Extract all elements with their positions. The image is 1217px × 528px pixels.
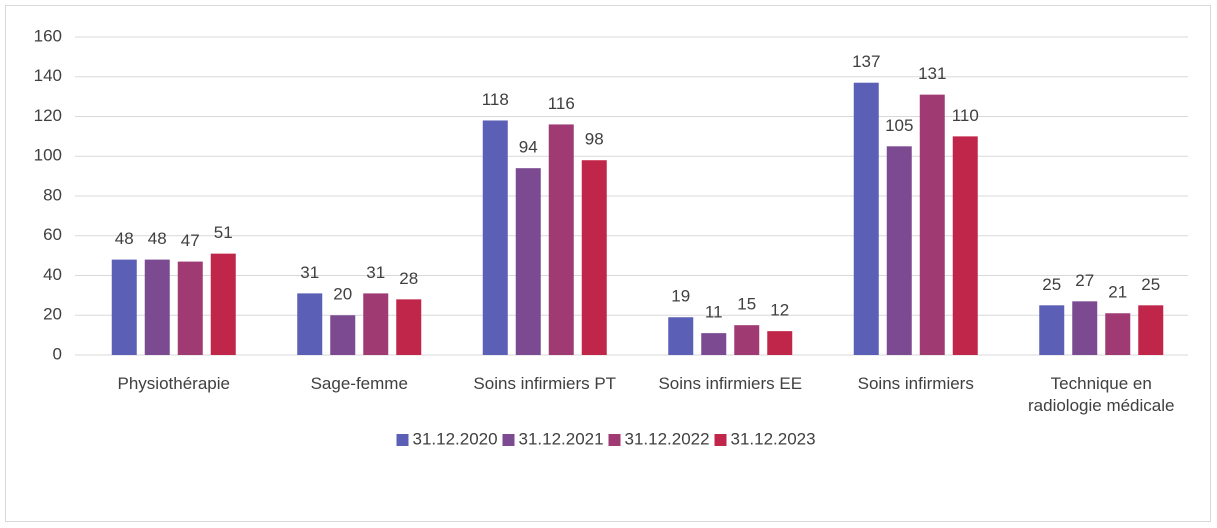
bar bbox=[853, 82, 879, 356]
legend-label: 31.12.2020 bbox=[413, 429, 498, 448]
y-tick-label: 80 bbox=[43, 185, 62, 204]
data-label: 31 bbox=[366, 263, 385, 282]
bar bbox=[1138, 305, 1164, 355]
data-label: 47 bbox=[181, 231, 200, 250]
data-label: 98 bbox=[585, 130, 604, 149]
data-label: 118 bbox=[482, 90, 509, 109]
bar bbox=[515, 168, 541, 355]
data-label: 20 bbox=[333, 285, 352, 304]
data-label: 131 bbox=[918, 64, 946, 83]
legend-label: 31.12.2022 bbox=[625, 429, 710, 448]
data-label: 105 bbox=[885, 116, 913, 135]
data-label: 31 bbox=[300, 263, 319, 282]
bar bbox=[581, 160, 607, 355]
data-label: 11 bbox=[705, 303, 723, 322]
y-tick-label: 40 bbox=[43, 265, 62, 284]
bar bbox=[668, 317, 694, 355]
x-tick-label: Soins infirmiers EE bbox=[658, 374, 803, 393]
legend-swatch bbox=[396, 434, 409, 446]
data-label: 137 bbox=[852, 52, 880, 71]
data-label: 94 bbox=[519, 138, 538, 157]
y-tick-label: 120 bbox=[34, 106, 62, 125]
data-label: 27 bbox=[1075, 271, 1094, 290]
legend-swatch bbox=[608, 434, 621, 446]
y-tick-label: 160 bbox=[34, 26, 62, 45]
bar bbox=[363, 293, 389, 355]
bar bbox=[548, 124, 574, 355]
bar bbox=[1072, 301, 1098, 355]
chart-border bbox=[5, 5, 1211, 522]
bar bbox=[210, 253, 236, 355]
legend-label: 31.12.2023 bbox=[731, 429, 816, 448]
data-label: 28 bbox=[399, 269, 418, 288]
x-tick-label: Soins infirmiers bbox=[857, 374, 974, 393]
x-tick-label: Technique en radiologie médicale bbox=[1028, 374, 1175, 415]
bar bbox=[111, 259, 137, 355]
bar bbox=[952, 136, 978, 355]
data-label: 19 bbox=[671, 287, 690, 306]
y-tick-label: 0 bbox=[53, 344, 62, 363]
bar bbox=[701, 333, 727, 355]
x-tick-label: Sage-femme bbox=[310, 374, 408, 393]
legend-label: 31.12.2021 bbox=[519, 429, 604, 448]
bar bbox=[396, 299, 422, 355]
data-label: 21 bbox=[1108, 283, 1127, 302]
data-label: 48 bbox=[115, 229, 134, 248]
data-label: 15 bbox=[737, 295, 756, 314]
x-tick-label: Soins infirmiers PT bbox=[473, 374, 617, 393]
data-label: 51 bbox=[214, 223, 233, 242]
data-label: 116 bbox=[548, 94, 575, 113]
bar bbox=[919, 94, 945, 355]
x-tick-label: Physiothérapie bbox=[117, 374, 230, 393]
legend-swatch bbox=[714, 434, 727, 446]
y-tick-label: 100 bbox=[34, 146, 62, 165]
data-label: 110 bbox=[952, 106, 979, 125]
bar bbox=[177, 261, 203, 355]
bar bbox=[297, 293, 323, 355]
bar bbox=[144, 259, 170, 355]
data-label: 48 bbox=[148, 229, 167, 248]
bar bbox=[886, 146, 912, 355]
bar bbox=[767, 331, 793, 355]
bar bbox=[1039, 305, 1065, 355]
data-label: 25 bbox=[1042, 275, 1061, 294]
legend-swatch bbox=[502, 434, 515, 446]
bar bbox=[734, 325, 760, 355]
y-tick-label: 20 bbox=[43, 305, 62, 324]
data-label: 25 bbox=[1141, 275, 1160, 294]
data-label: 12 bbox=[770, 301, 789, 320]
bar bbox=[482, 120, 508, 355]
bar bbox=[330, 315, 356, 355]
y-tick-label: 60 bbox=[43, 225, 62, 244]
bar bbox=[1105, 313, 1131, 355]
y-tick-label: 140 bbox=[34, 66, 62, 85]
